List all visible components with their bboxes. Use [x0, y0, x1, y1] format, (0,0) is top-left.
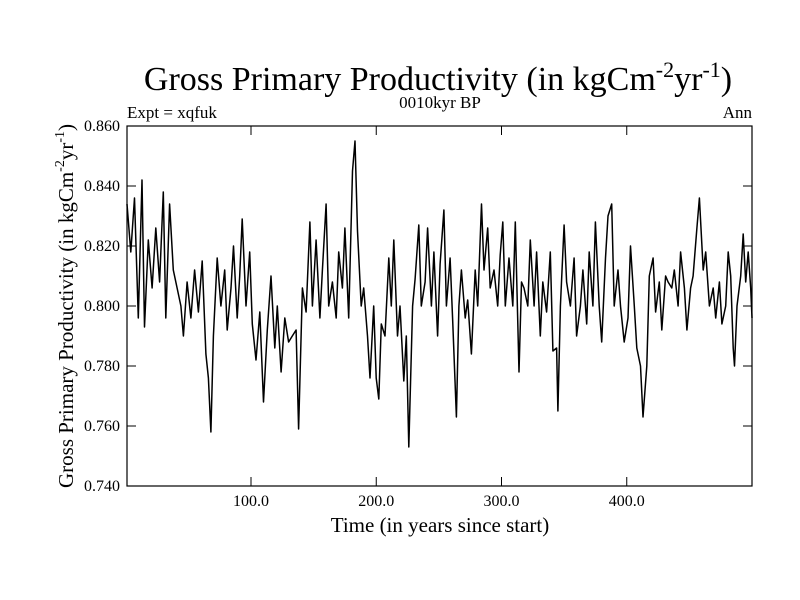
gpp-series-line: [126, 140, 753, 448]
y-tick-label: 0.860: [84, 118, 120, 135]
y-tick-label: 0.760: [84, 418, 120, 435]
y-tick-label: 0.800: [84, 298, 120, 315]
x-tick-label: 400.0: [609, 493, 645, 510]
x-axis-label: Time (in years since start): [331, 513, 550, 537]
period-label: 0010kyr BP: [399, 93, 481, 112]
y-tick-label: 0.820: [84, 238, 120, 255]
x-tick-label: 300.0: [483, 493, 519, 510]
y-tick-label: 0.840: [84, 178, 120, 195]
x-tick-label: 200.0: [358, 493, 394, 510]
experiment-label: Expt = xqfuk: [127, 103, 217, 122]
y-axis-ticks: 0.740 0.760 0.780 0.800 0.820 0.840 0.860: [84, 118, 752, 495]
y-axis-label: Gross Primary Productivity (in kgCm-2yr-…: [53, 124, 78, 488]
y-tick-label: 0.740: [84, 478, 120, 495]
x-axis-ticks: 100.0 200.0 300.0 400.0: [233, 126, 645, 510]
season-label: Ann: [723, 103, 753, 122]
x-tick-label: 100.0: [233, 493, 269, 510]
chart-title: Gross Primary Productivity (in kgCm-2yr-…: [144, 57, 732, 98]
y-tick-label: 0.780: [84, 358, 120, 375]
